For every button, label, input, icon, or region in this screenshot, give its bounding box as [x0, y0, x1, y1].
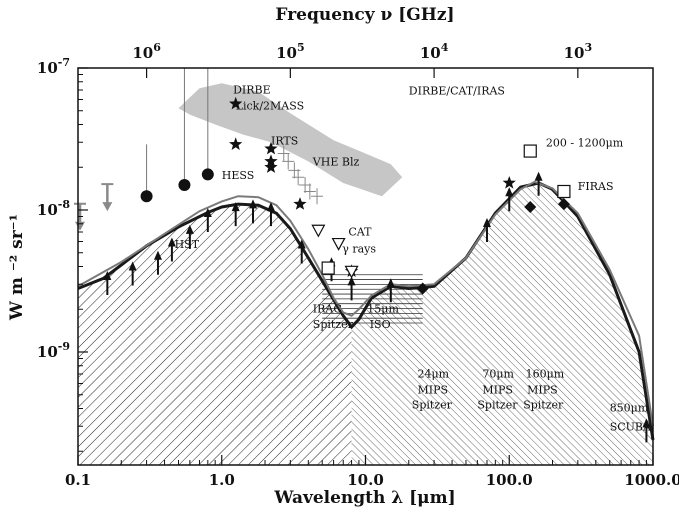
- plus-marker: [311, 188, 324, 205]
- diamond-marker: [416, 282, 429, 295]
- annotation-label: MIPS: [482, 384, 513, 397]
- lower-limit-head: [642, 418, 651, 428]
- annotation-label: DIRBE: [233, 84, 271, 97]
- open-triangle-marker: [344, 265, 359, 279]
- lower-limit-head: [386, 278, 395, 288]
- x-axis-title: Wavelength λ [μm]: [273, 488, 455, 508]
- lower-limit-head: [297, 239, 306, 249]
- annotation-label: 24μm: [418, 368, 450, 381]
- y-tick-label: 10-8: [37, 198, 70, 219]
- annotation-label: MIPS: [418, 384, 449, 397]
- lower-limit-head: [153, 250, 162, 260]
- upper-limit-head: [75, 221, 85, 231]
- vhe-blazar-band: [178, 83, 403, 197]
- star-marker: [502, 176, 516, 189]
- star-marker: [264, 141, 278, 155]
- lower-limit-head: [534, 171, 543, 181]
- annotation-label: 160μm: [526, 368, 565, 381]
- lower-limit-head: [482, 218, 491, 228]
- plus-marker: [292, 169, 305, 186]
- open-square-marker: [321, 261, 335, 275]
- open-square-marker: [523, 144, 537, 158]
- lower-limit-head: [505, 187, 514, 197]
- circle-marker: [140, 190, 153, 203]
- annotation-label: SCUBA: [610, 421, 652, 434]
- upper-limit-head: [102, 202, 113, 212]
- open-triangle-marker: [311, 224, 326, 238]
- annotation-label: IRAC: [313, 302, 342, 315]
- annotation-label: ISO: [370, 318, 391, 331]
- plus-marker: [303, 183, 316, 200]
- annotation-label: MIPS: [527, 384, 558, 397]
- y-tick-label: 10-9: [37, 340, 70, 361]
- annotation-label: Spitzer: [523, 399, 564, 412]
- annotations: DIRBE Lick/2MASS IRTS VHE Blz HESS HST CAT γ ra…: [175, 84, 652, 434]
- x2-tick-label: 106: [132, 41, 161, 62]
- plus-marker: [299, 176, 312, 193]
- x-tick-label: 1.0: [209, 471, 235, 489]
- open-triangle-marker: [331, 237, 346, 251]
- annotation-label: 15μm: [367, 302, 399, 315]
- x-tick-label: 1000.0: [624, 471, 679, 489]
- diamond-marker: [524, 200, 537, 213]
- x-tick-label: 100.0: [486, 471, 533, 489]
- x-tick-label: 10.0: [347, 471, 384, 489]
- star-marker: [229, 96, 243, 110]
- annotation-label: Spitzer: [412, 399, 453, 412]
- lower-limit-head: [103, 270, 112, 280]
- x2-axis-title: Frequency ν [GHz]: [275, 5, 454, 25]
- annotation-label: Lick/2MASS: [236, 100, 304, 113]
- x-tick-label: 0.1: [65, 471, 91, 489]
- annotation-label: HESS: [222, 169, 255, 182]
- y-tick-label: 10-7: [37, 56, 70, 77]
- x2-tick-label: 104: [420, 41, 449, 62]
- annotation-label: Spitzer: [313, 318, 354, 331]
- lower-limit-head: [347, 276, 356, 286]
- annotation-label: VHE Blz: [312, 156, 360, 169]
- series-line-1: [77, 180, 654, 427]
- annotation-label: DIRBE/CAT/IRAS: [409, 85, 505, 98]
- annotation-label: Spitzer: [477, 399, 518, 412]
- hatched-fill: [78, 183, 653, 465]
- lower-limit-head: [266, 202, 275, 212]
- circle-marker: [201, 168, 214, 181]
- x2-tick-label: 105: [276, 41, 305, 62]
- annotation-label: 70μm: [482, 368, 514, 381]
- hatch-region-right: [351, 183, 653, 465]
- open-square-marker: [557, 184, 571, 199]
- annotation-label: 850μm: [610, 402, 649, 415]
- lower-limit-head: [128, 261, 137, 271]
- lower-limit-head: [231, 202, 240, 212]
- lower-limit-head: [203, 207, 212, 217]
- annotation-label: IRTS: [271, 134, 298, 147]
- annotation-label: FIRAS: [578, 180, 614, 193]
- star-marker: [264, 160, 278, 173]
- annotation-label: γ rays: [342, 243, 376, 256]
- x2-tick-label: 103: [564, 41, 593, 62]
- lower-limit-head: [167, 237, 176, 247]
- data-markers: [74, 68, 651, 443]
- axis-ticks: 0.1 1.0 10.0 100.0 1000.0 10-9 10-8 10-7 106 105 1…: [37, 41, 679, 489]
- plus-marker: [277, 145, 290, 162]
- diamond-marker: [557, 198, 570, 211]
- annotation-label: CAT: [348, 226, 372, 239]
- star-marker: [293, 197, 307, 210]
- series-lines: [77, 180, 655, 441]
- hatch-region-left: [78, 204, 352, 465]
- star-marker: [229, 137, 243, 150]
- vhe-band-polygon: [178, 83, 403, 197]
- y-axis-title: W m ⁻² sr⁻¹: [7, 214, 27, 321]
- lower-limit-head: [185, 224, 194, 234]
- circle-marker: [178, 178, 191, 191]
- annotation-label: HST: [175, 238, 200, 251]
- lower-limit-head: [249, 199, 258, 209]
- annotation-label: 200 - 1200μm: [546, 137, 624, 150]
